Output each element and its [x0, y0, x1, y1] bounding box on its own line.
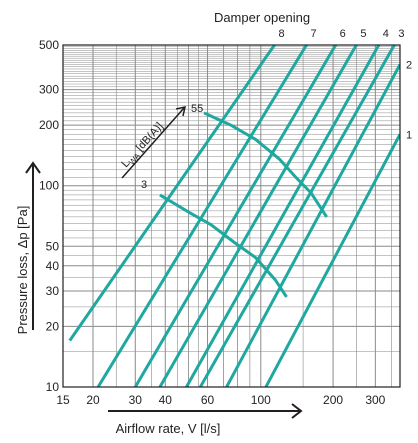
series-labels: 8 7 6 5 4 3 2 1 [278, 28, 412, 141]
sound-lines [159, 111, 328, 298]
y-tick-label: 30 [46, 284, 60, 298]
series-label: 2 [406, 60, 412, 72]
svg-text:LWA [dB(A)]: LWA [dB(A)] [119, 120, 167, 171]
series-label: 5 [360, 28, 366, 40]
chart-title: Damper opening [214, 10, 310, 25]
series-line [264, 133, 400, 387]
x-tick-label: 40 [159, 393, 173, 407]
y-tick-label: 200 [39, 118, 59, 132]
y-tick-label: 20 [46, 319, 60, 333]
series-line [68, 45, 276, 342]
y-tick-label: 10 [46, 380, 60, 394]
sound-axis-unit: [dB(A)] [132, 120, 166, 156]
x-tick-label: 15 [56, 393, 70, 407]
x-tick-label: 30 [129, 393, 143, 407]
y-tick-label: 500 [39, 38, 59, 52]
series-label: 4 [383, 28, 389, 40]
series-label: 7 [310, 28, 316, 40]
sound-level-scale: LWA [dB(A)] 55 3 [119, 103, 203, 191]
axes [62, 44, 401, 388]
x-tick-label: 100 [251, 393, 271, 407]
sound-level-curve [203, 111, 328, 218]
series-line [158, 45, 358, 387]
series-label: 1 [406, 129, 412, 141]
series-line [133, 45, 337, 387]
x-tick-label: 60 [201, 393, 215, 407]
series-line [96, 45, 308, 387]
series-line [199, 45, 396, 387]
series-lines [68, 45, 400, 387]
y-axis-label: Pressure loss, Δp [Pa] [15, 206, 30, 335]
sound-top-value: 55 [191, 103, 203, 115]
x-axis-arrow-icon [108, 403, 303, 419]
sound-bottom-value: 3 [141, 179, 147, 191]
series-label: 6 [340, 28, 346, 40]
y-tick-label: 50 [46, 239, 60, 253]
y-axis-arrow-icon [25, 161, 41, 330]
y-tick-label: 300 [39, 83, 59, 97]
x-tick-label: 300 [365, 393, 385, 407]
tick-labels: 15 20 30 40 60 100 200 300 10 20 30 40 50 100 200 300 50… [39, 38, 386, 407]
series-line [185, 45, 381, 387]
x-axis-label: Airflow rate, V [l/s] [116, 421, 221, 436]
series-line [225, 63, 400, 387]
series-label: 8 [278, 28, 284, 40]
sound-arrow-icon [121, 106, 186, 179]
y-tick-label: 40 [46, 259, 60, 273]
plot-frame [62, 44, 401, 388]
series-label: 3 [398, 28, 404, 40]
sound-level-curve [159, 193, 288, 298]
x-tick-label: 200 [323, 393, 343, 407]
x-tick-label: 20 [86, 393, 100, 407]
y-tick-label: 100 [39, 179, 59, 193]
